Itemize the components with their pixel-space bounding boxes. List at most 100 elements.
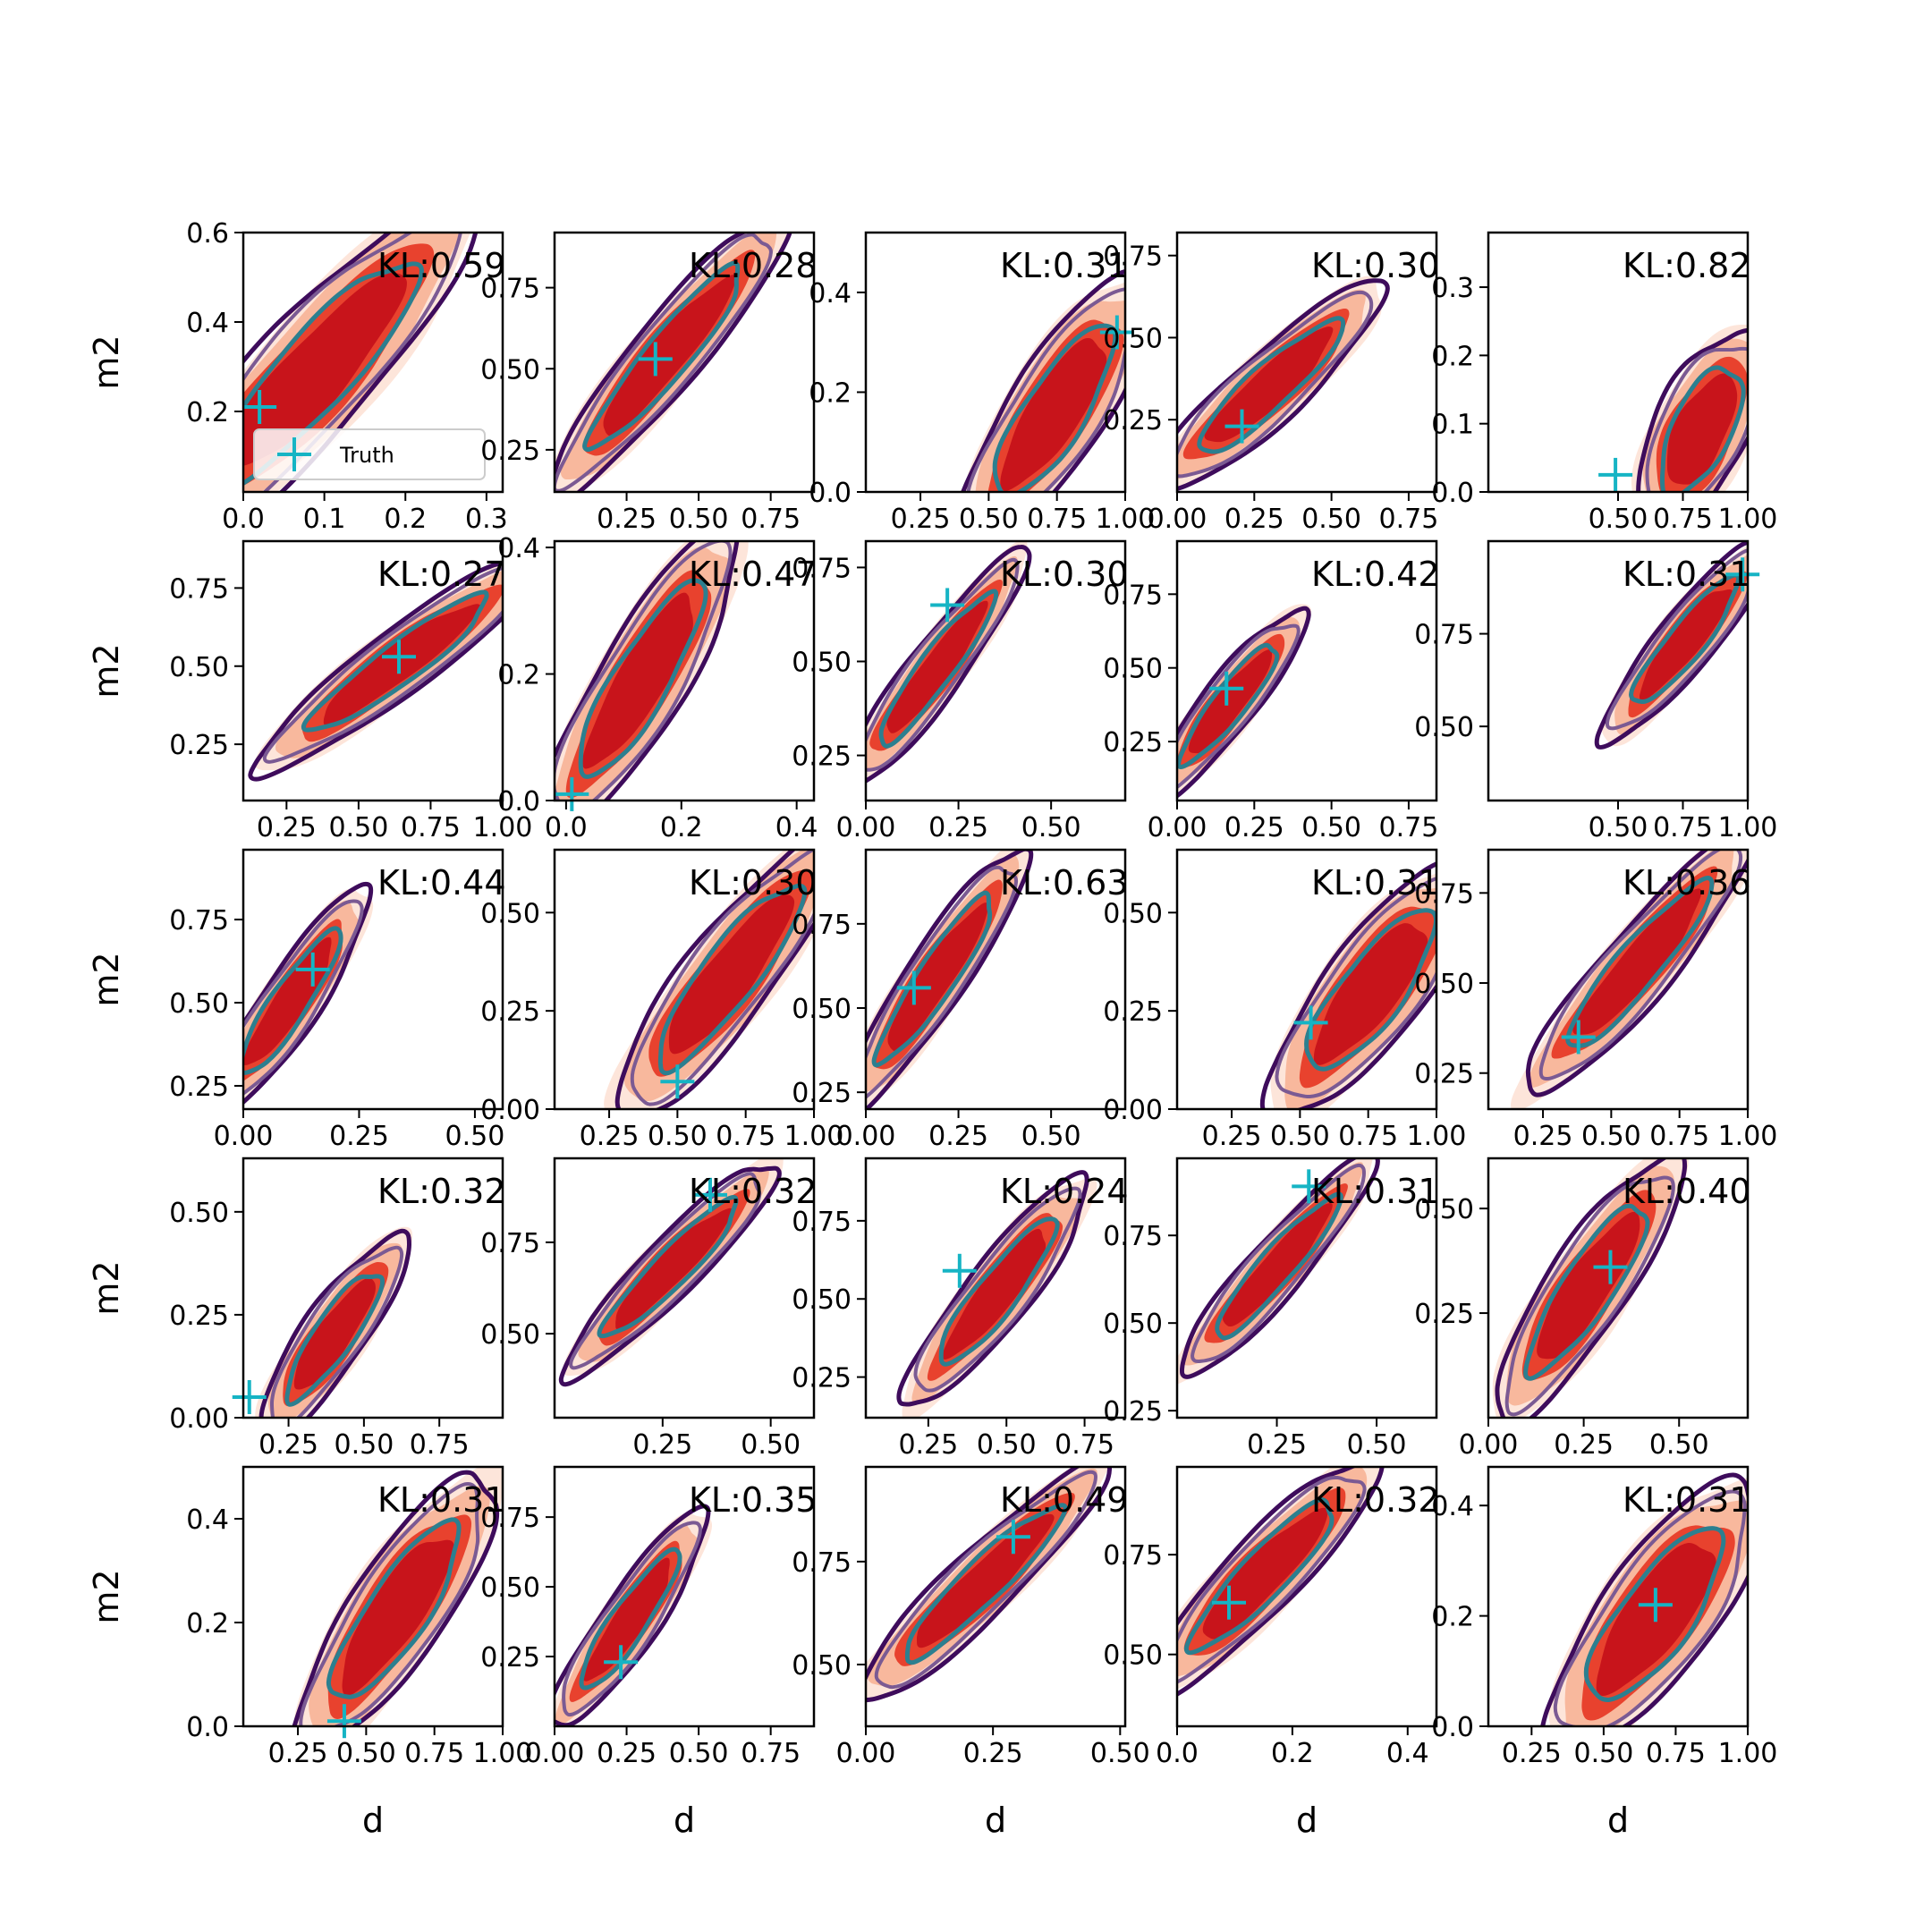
y-tick-label: 0.4 [497,533,540,564]
contour-line [1659,365,1746,492]
contour-line [299,1482,480,1726]
y-tick-label: 0.0 [497,786,540,818]
contour-line [904,1503,1068,1665]
truth-marker [1212,1585,1246,1620]
panel-contours [248,561,503,782]
truth-marker [232,1379,267,1414]
panel-title: KL:0.31 [1311,863,1440,902]
x-tick-label: 0.0 [1156,1738,1199,1769]
contour-line [1504,1175,1675,1417]
x-tick-label: 0.1 [303,504,346,535]
y-tick-label: 0.4 [1431,1491,1474,1522]
truth-marker [295,952,330,987]
x-tick-label: 0.2 [660,812,703,843]
x-tick-label: 0.50 [1347,1429,1407,1461]
y-tick-label: 0.4 [186,1504,229,1536]
contour-line [992,323,1118,492]
panel-22: 0.00 0.25 0.50 0.75 0.25 0.50 0.75 KL:0.35 d [480,1465,818,1840]
x-axis-label: d [1296,1801,1318,1840]
contour-line [1177,1467,1385,1697]
filled-contour [323,604,481,726]
panel-contours [555,541,749,801]
contour-line [1183,1497,1335,1656]
panel-contours [1177,604,1312,799]
x-tick-label: 0.75 [1379,812,1439,843]
panel-title: KL:0.36 [1623,863,1751,902]
y-tick-label: 0.2 [809,377,852,409]
panel-2: 0.25 0.50 0.75 0.25 0.50 0.75 KL:0.28 [480,231,818,535]
x-tick-label: 0.00 [1148,812,1208,843]
x-tick-label: 0.50 [1270,1121,1330,1152]
contour-line [243,233,479,492]
panel-16: 0.25 0.50 0.75 0.00 0.25 0.50 KL:0.32 m2 [87,1157,506,1461]
x-tick-label: 0.50 [1301,504,1361,535]
x-tick-label: 0.25 [898,1429,958,1461]
y-axis-label: m2 [87,952,126,1006]
y-axis-label: m2 [87,335,126,389]
truth-marker [1725,557,1760,592]
contour-line [913,1186,1082,1393]
panel-title: KL:0.24 [1000,1172,1129,1211]
y-tick-label: 0.25 [1414,1299,1474,1330]
axes-frame [1175,1157,1438,1419]
filled-contour [916,1513,1055,1648]
x-tick-label: 0.50 [1573,1738,1633,1769]
x-tick-label: 0.00 [525,1738,585,1769]
x-tick-label: 1.00 [1718,504,1778,535]
y-tick-label: 0.25 [792,741,852,773]
x-tick-label: 0.50 [648,1121,708,1152]
contour-line [243,233,462,492]
contour-line [1523,1203,1650,1381]
contour-line [1583,1526,1726,1702]
contour-line [243,881,374,1106]
contour-line [1565,876,1715,1048]
x-tick-label: 0.25 [597,504,657,535]
truth-marker [1209,671,1244,706]
contour-line [1197,316,1346,454]
axes-frame [1175,1465,1438,1728]
panel-contours [555,233,792,492]
x-tick-label: 0.75 [1379,504,1439,535]
x-tick-label: 0.50 [1021,812,1081,843]
filled-contour [342,1539,454,1696]
x-tick-label: 0.25 [597,1738,657,1769]
contour-line [555,233,792,492]
truth-marker [382,640,416,674]
legend-label: Truth [339,443,394,468]
axes-frame [553,231,816,494]
y-tick-label: 0.25 [792,1078,852,1109]
panel-contours [604,850,814,1109]
x-axis-label: d [674,1801,695,1840]
contour-line [578,578,708,779]
panel-contours [555,1504,713,1726]
truth-marker [1099,315,1134,350]
y-tick-label: 0.0 [186,1712,229,1743]
panel-12: 0.25 0.50 0.75 1.00 0.00 0.25 0.50 KL:0.30 [480,848,843,1152]
contour-line [960,269,1125,492]
x-tick-label: 0.75 [716,1121,775,1152]
axes-frame [553,539,816,802]
y-tick-label: 0.2 [1431,1602,1474,1633]
x-tick-label: 0.25 [268,1738,328,1769]
axes-frame [1487,1157,1750,1419]
contour-line [582,260,741,453]
axes-frame [1175,848,1438,1111]
x-tick-label: 0.75 [1338,1121,1398,1152]
axes-frame [864,231,1127,494]
axes-frame [1487,848,1750,1111]
panel-title: KL:0.42 [1311,555,1440,594]
contour-line [269,1245,404,1418]
x-tick-label: 0.75 [1653,504,1713,535]
panel-title: KL:0.31 [1311,1172,1440,1211]
x-tick-label: 0.50 [1021,1121,1081,1152]
contour-line [1629,572,1741,705]
panel-17: 0.25 0.50 0.50 0.75 KL:0.32 [480,1157,818,1461]
panel-title: KL:0.49 [1000,1480,1129,1520]
y-tick-label: 0.50 [480,898,540,929]
contour-line [258,1228,412,1418]
x-tick-label: 0.50 [328,812,388,843]
x-tick-label: 0.75 [1649,1121,1709,1152]
filled-contour [1640,589,1733,701]
contour-line [569,1172,762,1370]
contour-line [1636,327,1748,492]
